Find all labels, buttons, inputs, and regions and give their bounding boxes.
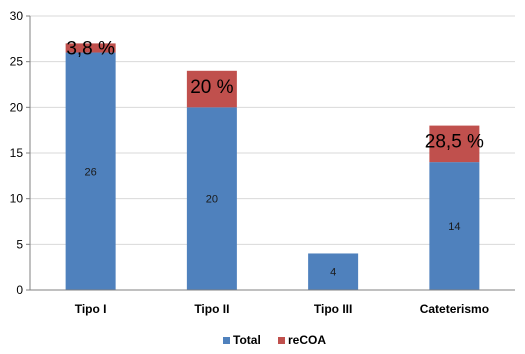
bar-recoa-4 <box>429 125 480 163</box>
y-tick-label-20: 20 <box>10 100 24 114</box>
legend-swatch-total <box>223 337 230 344</box>
bar-total-2 <box>186 107 237 290</box>
y-tick-label-5: 5 <box>16 237 23 251</box>
category-label-4: Cateterismo <box>420 302 489 316</box>
bar-total-4 <box>429 162 480 290</box>
y-axis-ticks: 0 5 10 15 20 25 30 <box>10 9 24 297</box>
legend: Total reCOA <box>223 333 326 347</box>
recoa-percent-label-2: 20 % <box>190 77 233 98</box>
x-axis-categories: Tipo I Tipo II Tipo III Cateterismo <box>75 302 489 316</box>
bars <box>65 43 480 291</box>
bar-recoa-2 <box>186 70 237 108</box>
y-tick-label-25: 25 <box>10 55 24 69</box>
axes <box>26 15 515 291</box>
legend-label-total: Total <box>233 333 261 347</box>
y-tick-label-15: 15 <box>10 146 24 160</box>
legend-swatch-recoa <box>278 337 285 344</box>
total-value-label-2: 20 <box>206 194 218 206</box>
data-labels: 26 3,8 % 20 20 % 4 14 28,5 % <box>66 38 484 278</box>
y-tick-label-30: 30 <box>10 9 24 23</box>
total-value-label-3: 4 <box>330 267 336 279</box>
bar-recoa-1 <box>65 43 116 53</box>
category-label-3: Tipo III <box>314 302 352 316</box>
bar-total-1 <box>65 52 116 291</box>
bar-total-3 <box>308 253 359 290</box>
y-tick-label-0: 0 <box>16 283 23 297</box>
total-value-label-1: 26 <box>85 166 97 178</box>
recoa-percent-label-1: 3,8 % <box>66 38 115 59</box>
category-label-2: Tipo II <box>194 302 229 316</box>
total-value-label-4: 14 <box>448 221 460 233</box>
y-tick-label-10: 10 <box>10 192 24 206</box>
legend-label-recoa: reCOA <box>288 333 326 347</box>
category-label-1: Tipo I <box>75 302 107 316</box>
recoa-percent-label-4: 28,5 % <box>425 132 484 153</box>
